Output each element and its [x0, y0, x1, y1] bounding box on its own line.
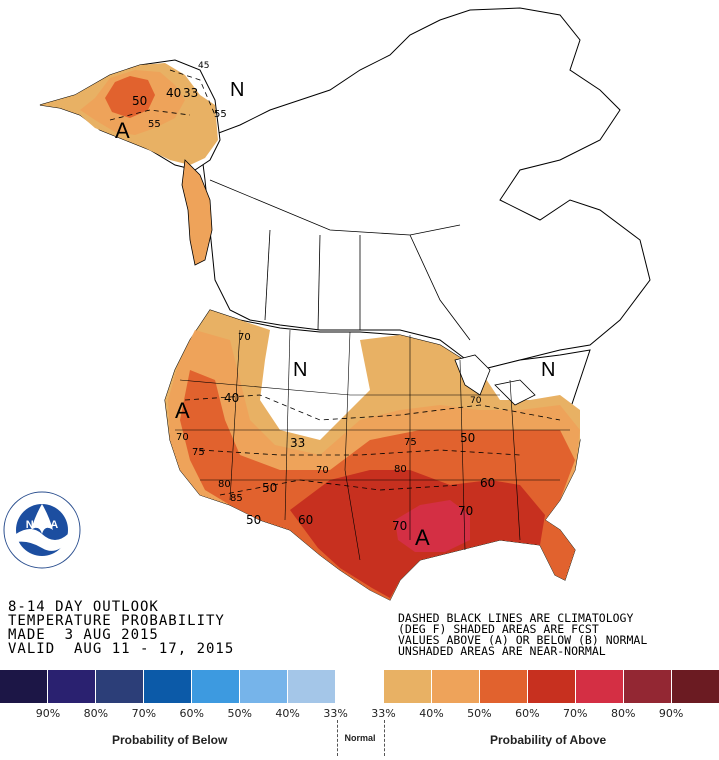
- legend-color-bar: [0, 670, 719, 703]
- conus-shade-80: [395, 500, 470, 552]
- legend-swatch: [624, 670, 672, 703]
- legend-percent-label: 40%: [275, 707, 300, 720]
- contour-label: 75: [192, 447, 205, 458]
- legend-percent-label: 80%: [610, 707, 636, 720]
- province-lines: [209, 179, 471, 341]
- noaa-logo-text: NOAA: [26, 519, 58, 531]
- outlook-made-date: MADE 3 AUG 2015: [8, 627, 159, 643]
- legend-swatch: [96, 670, 144, 703]
- notes-line: UNSHADED AREAS ARE NEAR-NORMAL: [398, 644, 606, 658]
- outlook-title: 8-14 DAY OUTLOOK: [8, 599, 159, 615]
- legend-swatch: [48, 670, 96, 703]
- legend-swatch: [192, 670, 240, 703]
- outlook-map: A N N N A A 40 33 45 50 55 55 70 40 70 7…: [39, 7, 651, 601]
- contour-label: 80: [394, 464, 407, 475]
- outlook-subtitle: TEMPERATURE PROBABILITY: [8, 613, 225, 629]
- legend-percent-label: 60%: [515, 707, 540, 720]
- legend-percent-label: 90%: [35, 707, 61, 720]
- contour-label: 40: [224, 391, 239, 405]
- contour-label: 55: [214, 109, 227, 120]
- legend-normal-label: Normal: [344, 733, 376, 743]
- legend-swatch: [288, 670, 336, 703]
- legend-percent-label: 40%: [419, 707, 444, 720]
- legend-swatch: [576, 670, 624, 703]
- legend-swatch: [528, 670, 576, 703]
- contour-label: 33: [290, 436, 305, 450]
- contour-label: 60: [298, 513, 313, 527]
- conus-normal-west-label: N: [293, 359, 307, 381]
- contour-label: 33: [183, 86, 198, 100]
- conus-above-west-label: A: [175, 398, 190, 423]
- legend-percent-label: 50%: [467, 707, 492, 720]
- contour-label: 50: [262, 481, 277, 495]
- legend-percent-label: 33%: [323, 707, 348, 720]
- legend-percent-label: 60%: [179, 707, 204, 720]
- contour-label: 70: [176, 432, 189, 443]
- legend-swatch: [0, 670, 48, 703]
- legend-above-label: Probability of Above: [490, 733, 607, 747]
- conus-normal-east-label: N: [541, 359, 555, 381]
- legend-swatch: [672, 670, 719, 703]
- contour-label: 55: [148, 119, 161, 130]
- legend-swatch: [480, 670, 528, 703]
- contour-label: 50: [460, 431, 475, 445]
- contour-label: 50: [246, 513, 261, 527]
- legend-percent-label: 70%: [563, 707, 588, 720]
- noaa-logo: NOAA: [3, 491, 81, 569]
- climatology-lines: [109, 69, 561, 496]
- contour-label: 80: [218, 479, 231, 490]
- alaska-panhandle: [181, 159, 213, 266]
- state-lines: [175, 329, 570, 561]
- legend-percent-label: 70%: [131, 707, 157, 720]
- alaska-above-label: A: [115, 118, 130, 143]
- contour-label: 45: [198, 61, 209, 71]
- canada-landmass: [199, 7, 651, 371]
- contour-label: 85: [230, 493, 243, 504]
- alaska-shade-60: [105, 76, 155, 118]
- conus-above-south-label: A: [415, 525, 430, 550]
- contour-label: 60: [480, 476, 495, 490]
- contour-label: 70: [392, 519, 407, 533]
- legend-swatch: [240, 670, 288, 703]
- legend-swatch: [336, 670, 384, 703]
- great-lakes: [454, 354, 536, 406]
- contour-label: 70: [238, 332, 251, 343]
- contour-label: 75: [404, 437, 417, 448]
- legend-swatch: [432, 670, 480, 703]
- legend-percent-row: 90% 80% 70% 60% 50% 40% 33% 33% 40% 50% 60% 70% 80% 9…: [0, 707, 719, 720]
- notes-line: DASHED BLACK LINES ARE CLIMATOLOGY: [398, 611, 634, 625]
- notes-line: (DEG F) SHADED AREAS ARE FCST: [398, 622, 599, 636]
- legend-percent-label: 33%: [371, 707, 396, 720]
- contour-label: 70: [458, 504, 473, 518]
- alaska-normal-label: N: [230, 79, 244, 101]
- legend-percent-label: 90%: [658, 707, 684, 720]
- legend-percent-label: 80%: [83, 707, 109, 720]
- legend-swatch: [384, 670, 432, 703]
- legend-swatch: [144, 670, 192, 703]
- outlook-valid-range: VALID AUG 11 - 17, 2015: [8, 641, 235, 657]
- legend-below-label: Probability of Below: [112, 733, 228, 747]
- contour-label: 70: [470, 396, 482, 406]
- legend-normal-divider: [337, 720, 385, 756]
- contour-label: 40: [166, 86, 181, 100]
- contour-label: 70: [316, 465, 329, 476]
- contour-label: 50: [132, 94, 147, 108]
- legend-percent-label: 50%: [227, 707, 252, 720]
- notes-line: VALUES ABOVE (A) OR BELOW (B) NORMAL: [398, 633, 648, 647]
